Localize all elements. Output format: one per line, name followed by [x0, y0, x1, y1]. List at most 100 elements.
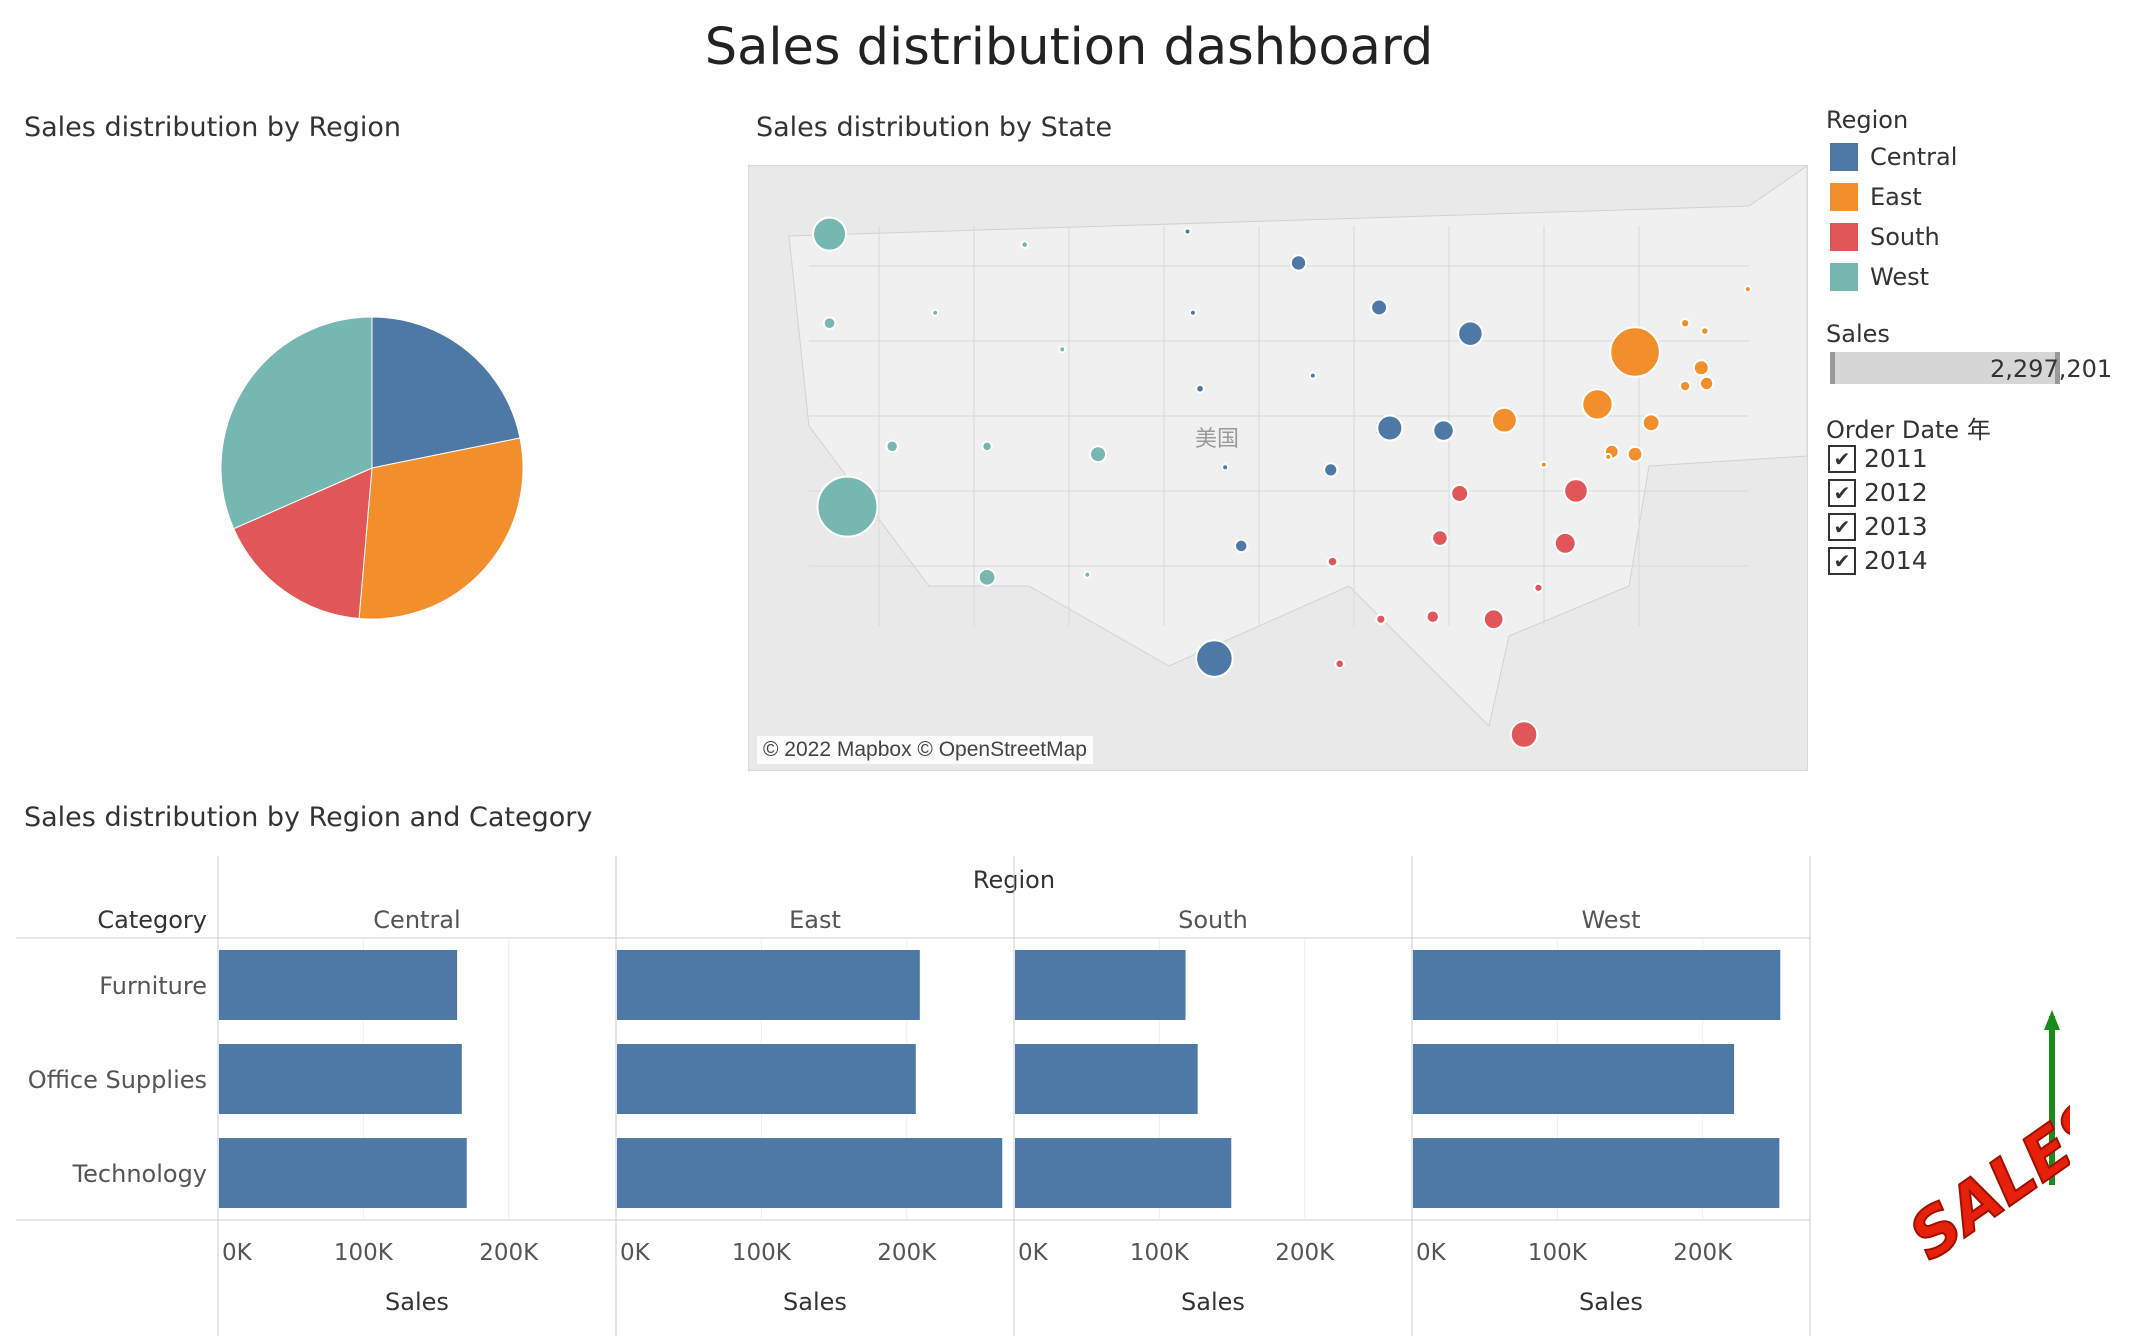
map-point-rhode-island[interactable]	[1698, 375, 1715, 392]
map-point-illinois[interactable]	[1376, 414, 1404, 442]
map-point-maine[interactable]	[1743, 285, 1752, 294]
map-point-georgia[interactable]	[1482, 608, 1505, 631]
panel-header-central: Central	[373, 906, 460, 934]
map-point-south-carolina[interactable]	[1533, 582, 1544, 593]
x-tick-label: 100K	[1130, 1240, 1190, 1266]
checkbox[interactable]: ✔	[1828, 546, 1856, 575]
x-tick-label: 200K	[1673, 1240, 1733, 1266]
map-point-nebraska[interactable]	[1195, 383, 1205, 394]
map-point-new-mexico[interactable]	[1083, 570, 1092, 579]
map-point-colorado[interactable]	[1089, 445, 1107, 464]
map-canvas[interactable]	[749, 166, 1807, 770]
map-point-idaho[interactable]	[931, 308, 940, 317]
legend-item-west[interactable]: West	[1830, 262, 1929, 292]
map-point-oregon[interactable]	[822, 316, 837, 331]
map-point-alabama[interactable]	[1425, 609, 1440, 624]
pie-slice-west[interactable]	[220, 316, 373, 530]
map-point-washington[interactable]	[812, 216, 848, 252]
map-point-louisiana[interactable]	[1334, 658, 1345, 670]
filter-year-2011[interactable]: ✔ 2011	[1828, 444, 1928, 473]
pie-slice-south[interactable]	[233, 467, 373, 619]
map-point-west-virginia[interactable]	[1539, 460, 1548, 469]
map-point-tennessee[interactable]	[1431, 529, 1449, 547]
sales-size-slider[interactable]	[1830, 352, 2060, 384]
legend-item-east[interactable]: East	[1830, 182, 1922, 212]
checkbox[interactable]: ✔	[1828, 478, 1856, 507]
filter-year-2012[interactable]: ✔ 2012	[1828, 478, 1928, 507]
map-point-wyoming[interactable]	[1058, 345, 1067, 354]
sales-logo-image: SALES	[1900, 1010, 2070, 1276]
map-point-kansas[interactable]	[1221, 463, 1230, 472]
x-axis-label: Sales	[783, 1288, 847, 1316]
filter-year-2013[interactable]: ✔ 2013	[1828, 512, 1928, 541]
legend-item-south[interactable]: South	[1830, 222, 1940, 252]
map-point-missouri[interactable]	[1323, 462, 1339, 478]
x-tick-label: 200K	[1275, 1240, 1335, 1266]
map-point-new-york[interactable]	[1609, 326, 1661, 378]
map-point-california[interactable]	[816, 475, 879, 538]
bar-chart-title: Sales distribution by Region and Categor…	[24, 802, 593, 833]
bar-west-furniture[interactable]	[1413, 950, 1781, 1020]
filter-year-2014[interactable]: ✔ 2014	[1828, 546, 1928, 575]
pie-slice-central[interactable]	[371, 316, 521, 469]
map-point-north-carolina[interactable]	[1553, 531, 1577, 555]
checkbox[interactable]: ✔	[1828, 444, 1856, 473]
map-point-arizona[interactable]	[977, 568, 997, 587]
map-point-new-hampshire[interactable]	[1700, 326, 1710, 336]
legend-swatch	[1830, 143, 1858, 171]
map-point-texas[interactable]	[1195, 639, 1234, 678]
x-tick-label: 200K	[877, 1240, 937, 1266]
map-point-delaware[interactable]	[1626, 445, 1644, 463]
legend-label: West	[1870, 263, 1930, 291]
x-tick-label: 100K	[1528, 1240, 1588, 1266]
checkbox[interactable]: ✔	[1828, 512, 1856, 541]
map-point-south-dakota[interactable]	[1188, 308, 1197, 317]
map-point-florida[interactable]	[1509, 720, 1539, 749]
bar-west-office-supplies[interactable]	[1413, 1044, 1735, 1114]
bar-south-furniture[interactable]	[1015, 950, 1186, 1020]
map-point-iowa[interactable]	[1308, 371, 1317, 380]
legend-item-central[interactable]: Central	[1830, 142, 1957, 172]
map-point-new-jersey[interactable]	[1641, 413, 1661, 433]
bar-central-office-supplies[interactable]	[219, 1044, 462, 1114]
state-map[interactable]: 美国 © 2022 Mapbox © OpenStreetMap	[748, 165, 1808, 771]
map-point-utah[interactable]	[981, 440, 993, 453]
map-point-ohio[interactable]	[1490, 406, 1518, 434]
map-point-wisconsin[interactable]	[1370, 298, 1389, 317]
dashboard-title: Sales distribution dashboard	[704, 18, 1434, 77]
filter-year-label: 2014	[1864, 546, 1928, 575]
map-point-mississippi[interactable]	[1375, 613, 1387, 625]
x-axis-label: Sales	[385, 1288, 449, 1316]
map-point-pennsylvania[interactable]	[1581, 388, 1614, 421]
bar-east-furniture[interactable]	[617, 950, 920, 1020]
map-point-kentucky[interactable]	[1450, 484, 1470, 503]
map-point-vermont[interactable]	[1679, 318, 1691, 329]
map-point-montana[interactable]	[1020, 240, 1029, 249]
map-point-north-dakota[interactable]	[1183, 227, 1192, 236]
bar-east-office-supplies[interactable]	[617, 1044, 916, 1114]
panel-header-south: South	[1178, 906, 1248, 934]
bar-south-technology[interactable]	[1015, 1138, 1232, 1208]
map-point-virginia[interactable]	[1563, 478, 1589, 504]
map-point-michigan[interactable]	[1457, 320, 1484, 347]
bar-central-technology[interactable]	[219, 1138, 467, 1208]
bar-central-furniture[interactable]	[219, 950, 458, 1020]
bar-south-office-supplies[interactable]	[1015, 1044, 1198, 1114]
map-point-district-of-columbia[interactable]	[1604, 452, 1613, 461]
category-label: Furniture	[99, 972, 207, 1000]
legend-swatch	[1830, 183, 1858, 211]
map-point-arkansas[interactable]	[1326, 555, 1339, 568]
pie-slice-east[interactable]	[358, 437, 524, 620]
map-credit[interactable]: © 2022 Mapbox © OpenStreetMap	[757, 736, 1093, 764]
map-point-indiana[interactable]	[1432, 419, 1455, 442]
order-date-filter-title: Order Date 年	[1826, 416, 1991, 444]
map-point-massachusetts[interactable]	[1692, 359, 1710, 377]
bar-west-technology[interactable]	[1413, 1138, 1780, 1208]
region-pie-chart[interactable]	[200, 300, 560, 660]
map-point-nevada[interactable]	[885, 439, 899, 454]
bar-east-technology[interactable]	[617, 1138, 1003, 1208]
map-point-connecticut[interactable]	[1679, 379, 1692, 393]
map-point-minnesota[interactable]	[1289, 254, 1308, 272]
map-point-oklahoma[interactable]	[1234, 538, 1249, 554]
